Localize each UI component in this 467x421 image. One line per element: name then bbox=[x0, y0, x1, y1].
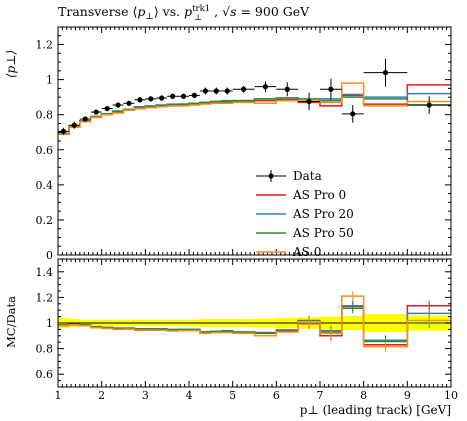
y-tick-label: 1 bbox=[46, 74, 53, 87]
x-tick-label: 10 bbox=[444, 389, 458, 402]
chart-title: Transverse ⟨p⊥⟩ vs. ptrk1 ⊥, √s = 900 GeV bbox=[58, 4, 310, 23]
data-point bbox=[240, 86, 247, 92]
data-point bbox=[202, 88, 208, 94]
title-prefix: Transverse ⟨ bbox=[58, 4, 137, 19]
data-point bbox=[213, 88, 219, 94]
x-tick-label: 4 bbox=[186, 389, 193, 402]
legend-label-as-pro-20: AS Pro 20 bbox=[292, 207, 354, 221]
data-point bbox=[284, 86, 290, 92]
series-line-as-pro-0 bbox=[58, 84, 451, 135]
x-tick-label: 7 bbox=[317, 389, 324, 402]
x-tick-label: 5 bbox=[229, 389, 236, 402]
x-tick-label: 9 bbox=[404, 389, 411, 402]
x-tick-label: 6 bbox=[273, 389, 280, 402]
data-point bbox=[93, 109, 99, 115]
y-tick-label: 0.4 bbox=[36, 179, 54, 192]
data-point bbox=[426, 102, 432, 108]
legend-swatch-marker bbox=[268, 173, 274, 179]
data-point bbox=[126, 100, 132, 106]
ratio-y-tick-label: 1 bbox=[46, 317, 53, 330]
title-p: p bbox=[137, 4, 145, 19]
title-sub2: ⊥ bbox=[194, 13, 202, 23]
data-point bbox=[262, 84, 269, 90]
title-energy: = 900 GeV bbox=[237, 4, 311, 19]
legend-label-as-pro-0: AS Pro 0 bbox=[292, 188, 346, 202]
title-sup2: trk1 bbox=[192, 4, 210, 14]
main-panel: 0 0.2 0.4 0.6 0.8 1 1.2 bbox=[36, 26, 452, 262]
data-point bbox=[159, 95, 165, 101]
title-p2: p bbox=[184, 4, 192, 19]
data-point bbox=[137, 97, 143, 103]
data-point bbox=[82, 116, 88, 122]
data-points bbox=[58, 58, 451, 135]
ratio-y-tick-label: 1.2 bbox=[36, 291, 54, 304]
data-point bbox=[148, 96, 154, 102]
main-y-axis-label: ⟨p⊥⟩ bbox=[4, 50, 18, 78]
series-line-as-0 bbox=[58, 82, 451, 135]
y-tick-label: 0.2 bbox=[36, 214, 54, 227]
ratio-y-tick-label: 1.4 bbox=[36, 266, 54, 279]
title-comma: , bbox=[214, 4, 222, 19]
legend-label-as-0: AS 0 bbox=[292, 245, 321, 259]
ratio-y-tick-label: 0.8 bbox=[36, 343, 54, 356]
data-point bbox=[306, 98, 312, 105]
data-point bbox=[115, 102, 121, 108]
data-point bbox=[71, 122, 77, 128]
ratio-line-as-0 bbox=[58, 295, 451, 348]
data-point bbox=[60, 128, 67, 134]
y-tick-label: 0.6 bbox=[36, 144, 54, 157]
ratio-y-axis-label: MC/Data bbox=[4, 296, 18, 348]
data-point bbox=[328, 86, 334, 92]
main-plot-area bbox=[58, 58, 451, 135]
title-sqrt-s: √s bbox=[222, 4, 236, 19]
data-point bbox=[180, 93, 187, 99]
x-tick-label: 1 bbox=[55, 389, 62, 402]
ratio-plot-area bbox=[58, 291, 451, 352]
legend: Data AS Pro 0 AS Pro 20 AS Pro 50 AS 0 bbox=[256, 169, 354, 259]
data-point bbox=[382, 70, 389, 76]
ratio-y-tick-label: 0.6 bbox=[36, 368, 54, 381]
title-mid: ⟩ vs. bbox=[154, 4, 184, 19]
legend-label-as-pro-50: AS Pro 50 bbox=[292, 226, 354, 240]
x-axis-label: p⊥ (leading track) [GeV] bbox=[300, 403, 451, 417]
data-point bbox=[191, 92, 198, 98]
title-perp: ⊥ bbox=[145, 12, 153, 22]
x-tick-label: 2 bbox=[98, 389, 105, 402]
data-point bbox=[104, 105, 110, 112]
main-frame bbox=[57, 26, 452, 256]
y-tick-label: 0 bbox=[46, 249, 53, 262]
data-point bbox=[170, 93, 176, 99]
x-tick-label: 3 bbox=[142, 389, 149, 402]
x-tick-label: 8 bbox=[360, 389, 367, 402]
data-point bbox=[224, 88, 230, 94]
svg-text:Transverse ⟨p⊥⟩ vs. ptrk1⊥, √s: Transverse ⟨p⊥⟩ vs. ptrk1 ⊥, √s = 900 GeV bbox=[58, 4, 310, 23]
legend-label-data: Data bbox=[293, 169, 322, 183]
ratio-panel: 1 2 3 4 5 6 7 8 9 10 0.6 0.8 1 1.2 1.4 bbox=[36, 258, 458, 402]
y-tick-label: 1.2 bbox=[36, 39, 54, 52]
y-tick-label: 0.8 bbox=[36, 109, 54, 122]
data-point bbox=[350, 111, 356, 117]
